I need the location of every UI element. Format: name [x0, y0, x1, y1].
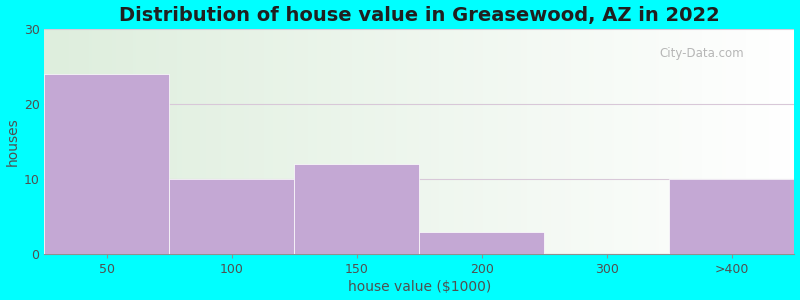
Y-axis label: houses: houses: [6, 117, 19, 166]
Bar: [294, 164, 419, 254]
Bar: [419, 232, 545, 254]
X-axis label: house value ($1000): house value ($1000): [348, 280, 491, 294]
Bar: [170, 179, 294, 254]
Text: City-Data.com: City-Data.com: [659, 47, 744, 60]
Bar: [45, 74, 170, 254]
Bar: [670, 179, 794, 254]
Title: Distribution of house value in Greasewood, AZ in 2022: Distribution of house value in Greasewoo…: [119, 6, 720, 25]
